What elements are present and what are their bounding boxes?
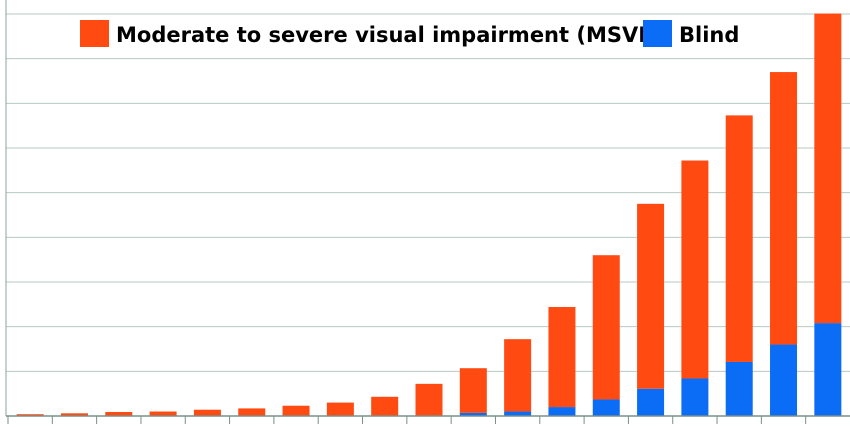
bar-blind-17 <box>770 344 798 416</box>
bar-msvi-11 <box>504 339 532 412</box>
bar-msvi-7 <box>326 402 354 416</box>
legend: Moderate to severe visual impairment (MS… <box>80 20 739 47</box>
bar-msvi-13 <box>592 255 620 400</box>
bar-msvi-16 <box>725 115 753 362</box>
legend-label-blind: Blind <box>679 23 739 47</box>
bar-blind-11 <box>504 411 532 416</box>
bar-blind-15 <box>681 378 709 416</box>
bar-msvi-12 <box>548 307 576 408</box>
bar-msvi-9 <box>415 383 443 416</box>
bar-msvi-5 <box>238 408 266 416</box>
bar-msvi-17 <box>770 72 798 345</box>
bar-blind-16 <box>725 361 753 416</box>
bar-msvi-6 <box>282 405 310 416</box>
bar-blind-18 <box>814 323 842 416</box>
bar-msvi-18 <box>814 13 842 324</box>
bar-msvi-1 <box>60 413 88 416</box>
gridlines <box>6 13 850 372</box>
bar-blind-13 <box>592 399 620 416</box>
bar-blind-10 <box>459 412 487 416</box>
bar-msvi-8 <box>371 396 399 416</box>
bar-blind-14 <box>637 388 665 416</box>
legend-swatch-msvi <box>80 20 109 47</box>
bar-msvi-2 <box>105 411 133 416</box>
legend-swatch-blind <box>643 20 672 47</box>
x-axis <box>5 0 850 424</box>
bar-msvi-10 <box>459 368 487 413</box>
bars <box>16 13 842 416</box>
bar-msvi-3 <box>149 411 177 416</box>
bar-msvi-4 <box>193 409 221 416</box>
bar-msvi-15 <box>681 160 709 379</box>
bar-msvi-0 <box>16 414 44 416</box>
legend-label-msvi: Moderate to severe visual impairment (MS… <box>116 23 656 47</box>
bar-blind-12 <box>548 407 576 416</box>
bar-msvi-14 <box>637 203 665 389</box>
